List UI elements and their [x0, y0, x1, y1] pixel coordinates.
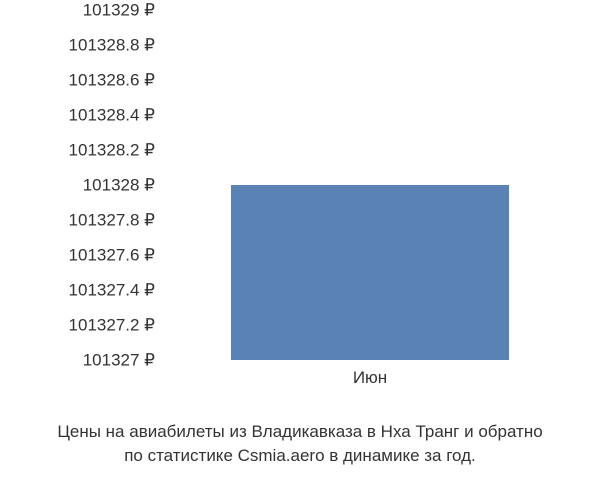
chart-caption: Цены на авиабилеты из Владикавказа в Нха… — [0, 420, 600, 468]
y-tick-label: 101328.6 ₽ — [20, 72, 155, 89]
caption-line-2: по статистике Csmia.aero в динамике за г… — [0, 444, 600, 468]
y-tick-label: 101329 ₽ — [20, 2, 155, 19]
y-tick-label: 101327.6 ₽ — [20, 247, 155, 264]
y-tick-label: 101328.8 ₽ — [20, 37, 155, 54]
price-chart: 101329 ₽101328.8 ₽101328.6 ₽101328.4 ₽10… — [20, 10, 580, 390]
plot-area — [160, 10, 580, 360]
y-tick-label: 101328 ₽ — [20, 177, 155, 194]
y-tick-label: 101328.2 ₽ — [20, 142, 155, 159]
y-tick-label: 101327.2 ₽ — [20, 317, 155, 334]
x-tick-label: Июн — [353, 368, 387, 388]
y-tick-label: 101328.4 ₽ — [20, 107, 155, 124]
caption-line-1: Цены на авиабилеты из Владикавказа в Нха… — [0, 420, 600, 444]
y-tick-label: 101327.8 ₽ — [20, 212, 155, 229]
y-axis: 101329 ₽101328.8 ₽101328.6 ₽101328.4 ₽10… — [20, 10, 160, 360]
y-tick-label: 101327 ₽ — [20, 352, 155, 369]
bar — [231, 185, 508, 360]
y-tick-label: 101327.4 ₽ — [20, 282, 155, 299]
